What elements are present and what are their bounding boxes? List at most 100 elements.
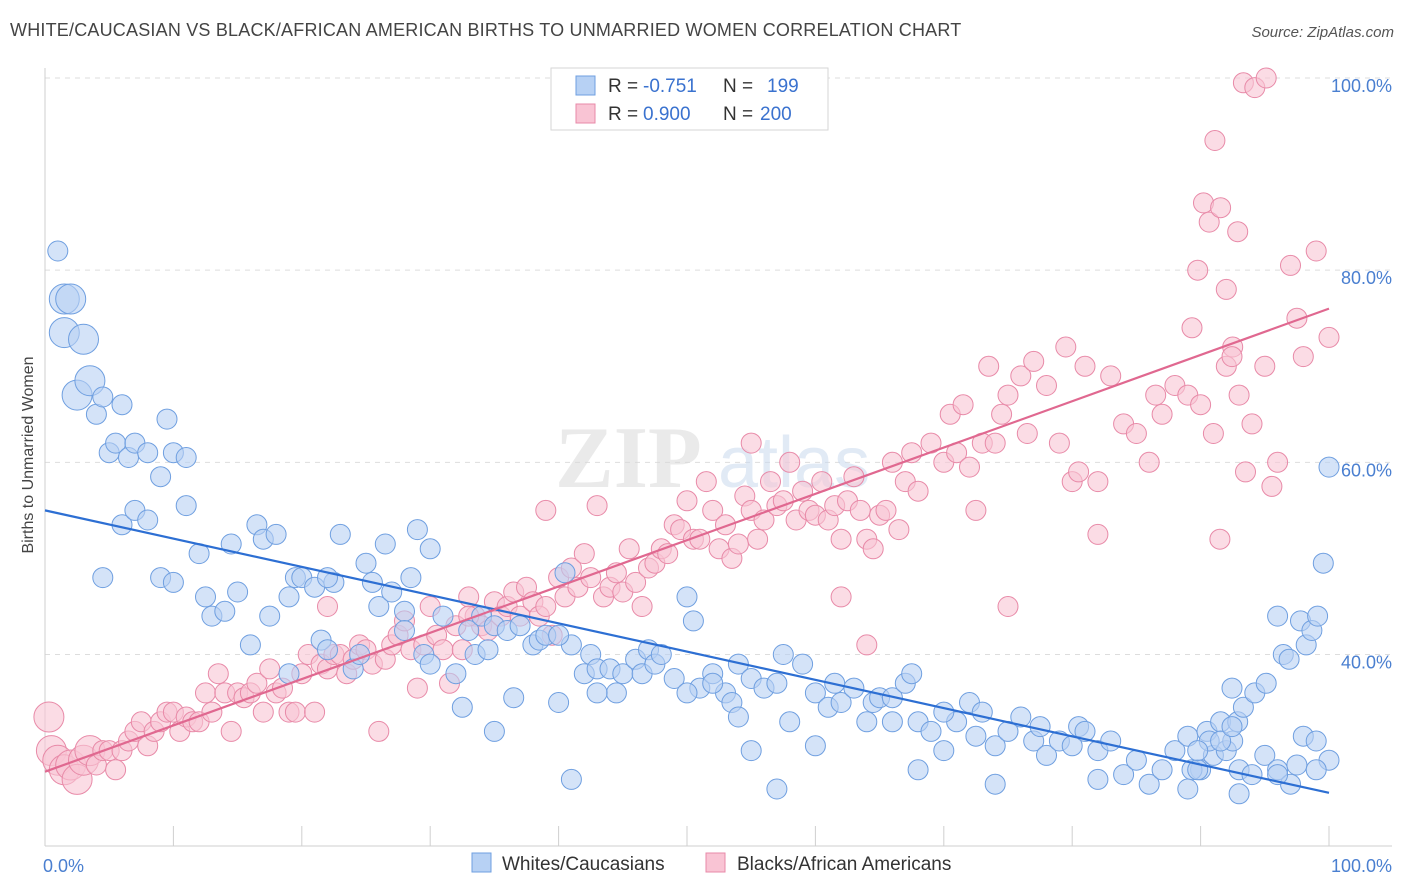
point-blacks xyxy=(740,432,762,454)
point-whites xyxy=(47,240,69,262)
point-blacks xyxy=(991,403,1013,425)
point-whites xyxy=(406,519,428,541)
point-whites xyxy=(355,552,377,574)
point-whites xyxy=(68,323,99,355)
x-tick-label-100: 100.0% xyxy=(1331,856,1392,876)
point-blacks xyxy=(1215,278,1237,300)
point-whites xyxy=(1232,696,1254,718)
point-whites xyxy=(162,571,184,593)
point-whites xyxy=(965,725,987,747)
point-blacks xyxy=(1036,375,1057,396)
trend-line-blacks xyxy=(44,307,1330,773)
point-blacks xyxy=(573,543,595,565)
point-whites xyxy=(1312,552,1334,574)
point-whites xyxy=(1151,759,1173,781)
point-blacks xyxy=(1125,423,1147,444)
point-whites xyxy=(901,663,923,685)
legend-n-label-blue: N = xyxy=(723,76,753,97)
point-whites xyxy=(509,615,531,637)
point-blacks xyxy=(304,701,326,723)
point-blacks xyxy=(1202,423,1224,444)
point-whites xyxy=(55,283,87,315)
point-blacks xyxy=(849,499,871,521)
point-whites xyxy=(1113,764,1135,786)
point-whites xyxy=(548,624,570,646)
point-whites xyxy=(239,634,261,656)
legend-item-blacks-label: Blacks/African Americans xyxy=(737,854,951,875)
point-blacks xyxy=(959,456,980,478)
watermark-zip: ZIP xyxy=(555,410,702,507)
point-whites xyxy=(175,495,197,517)
point-whites xyxy=(792,653,814,675)
point-whites xyxy=(265,523,287,545)
point-whites xyxy=(676,586,698,608)
point-whites xyxy=(329,523,351,545)
point-whites xyxy=(984,735,1006,757)
point-whites xyxy=(933,740,955,762)
point-blacks xyxy=(952,394,974,416)
point-whites xyxy=(317,639,338,661)
point-blacks xyxy=(676,490,698,512)
point-whites xyxy=(451,696,473,718)
point-whites xyxy=(727,706,749,728)
point-blacks xyxy=(618,538,640,560)
y-tick-label: 60.0% xyxy=(1341,460,1392,480)
point-blacks xyxy=(1318,326,1340,348)
point-whites xyxy=(259,605,281,627)
point-whites xyxy=(702,672,724,694)
legend-r-value-pink: 0.900 xyxy=(643,104,691,125)
x-ticks xyxy=(44,826,1330,846)
point-blacks xyxy=(715,514,736,536)
point-whites xyxy=(804,735,826,757)
point-whites xyxy=(586,682,608,704)
legend-swatch-pink xyxy=(575,103,596,124)
point-blacks xyxy=(888,519,910,541)
point-blacks xyxy=(33,701,65,733)
series-blacks-african-americans xyxy=(33,67,1340,795)
point-whites xyxy=(1074,720,1096,742)
point-blacks xyxy=(631,596,653,617)
point-whites xyxy=(1255,672,1277,694)
point-blacks xyxy=(695,471,717,493)
legend-item-whites-label: Whites/Caucasians xyxy=(502,854,665,875)
point-blacks xyxy=(830,528,852,550)
point-whites xyxy=(984,773,1006,795)
legend-r-value-blue: -0.751 xyxy=(643,76,697,97)
point-blacks xyxy=(1010,365,1032,387)
point-whites xyxy=(650,644,672,665)
legend-n-value-blue: 199 xyxy=(767,76,799,97)
point-whites xyxy=(214,600,236,622)
trend-lines xyxy=(44,307,1330,794)
point-whites xyxy=(560,768,582,790)
watermark: ZIP atlas xyxy=(555,410,870,507)
point-whites xyxy=(920,720,942,742)
point-blacks xyxy=(1292,346,1314,368)
point-blacks xyxy=(1023,350,1045,372)
point-whites xyxy=(156,408,178,430)
point-whites xyxy=(663,668,685,689)
point-whites xyxy=(150,466,172,488)
point-blacks xyxy=(317,596,338,617)
legend-n-label-pink: N = xyxy=(723,104,753,125)
point-whites xyxy=(1210,730,1232,752)
point-blacks xyxy=(1204,130,1226,151)
point-whites xyxy=(368,596,390,617)
point-whites xyxy=(1305,759,1327,781)
point-blacks xyxy=(997,384,1019,406)
point-blacks xyxy=(1181,317,1203,339)
point-whites xyxy=(137,509,159,531)
source-label: Source: ZipAtlas.com xyxy=(1251,24,1394,41)
point-whites xyxy=(137,442,159,464)
point-blacks xyxy=(406,677,428,699)
point-blacks xyxy=(779,451,801,473)
legend-item-blacks-swatch xyxy=(705,852,726,873)
point-whites xyxy=(278,586,300,608)
point-blacks xyxy=(875,499,897,521)
point-blacks xyxy=(1087,523,1109,545)
point-blacks xyxy=(1138,451,1160,473)
point-whites xyxy=(1305,730,1327,752)
point-blacks xyxy=(1074,355,1096,377)
point-blacks xyxy=(207,663,229,685)
point-whites xyxy=(175,447,197,468)
point-whites xyxy=(1307,605,1329,627)
